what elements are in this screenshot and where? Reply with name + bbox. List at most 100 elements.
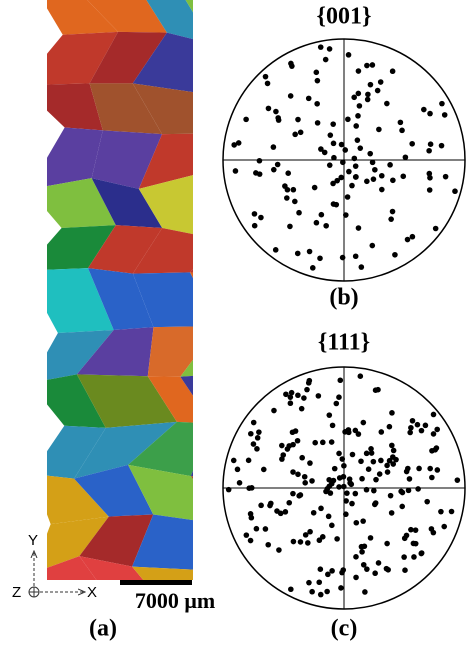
pole-point — [329, 439, 335, 445]
pole-point — [370, 62, 376, 68]
pole-point — [419, 550, 425, 556]
pole-point — [378, 429, 384, 435]
pole-point — [407, 476, 413, 482]
pole-point — [367, 151, 373, 157]
pole-point — [423, 423, 429, 429]
pole-point — [226, 487, 232, 493]
pole-point — [372, 570, 378, 576]
axis-x: X — [87, 584, 97, 601]
pole-point — [293, 428, 299, 434]
pole-point — [365, 97, 371, 103]
pole-point — [398, 120, 404, 126]
pole-point — [273, 247, 279, 253]
pole-point — [314, 70, 320, 76]
pole-point — [372, 167, 378, 173]
pole-point — [390, 68, 396, 74]
axis-z: Z — [12, 584, 21, 601]
pole-point — [295, 438, 301, 444]
pole-point — [371, 176, 377, 182]
pole-point — [353, 123, 359, 129]
pole-point — [295, 117, 301, 123]
pole-point — [316, 579, 322, 585]
pole-point — [257, 171, 263, 177]
pole-point — [384, 541, 390, 547]
pole-point — [334, 401, 340, 407]
pole-point — [271, 408, 277, 414]
pole-point — [365, 92, 371, 98]
pole-point — [288, 586, 294, 592]
pole-point — [405, 466, 411, 472]
pole-point — [298, 539, 304, 545]
pole-point — [237, 480, 243, 486]
pole-point — [391, 448, 397, 454]
pole-point — [360, 518, 366, 524]
pole-point — [427, 187, 433, 193]
pole-point — [399, 128, 405, 134]
pole-point — [344, 490, 350, 496]
pole-point — [385, 567, 391, 573]
pole-point — [267, 503, 273, 509]
pole-point — [263, 526, 269, 532]
pole-point — [315, 78, 321, 84]
pole-point — [315, 120, 321, 126]
pole-point — [249, 485, 255, 491]
pole-point — [333, 202, 339, 208]
pole-point — [364, 566, 370, 572]
pole-point — [305, 540, 311, 546]
pole-point — [336, 484, 342, 490]
pole-point — [289, 390, 295, 396]
pole-point — [263, 74, 269, 80]
pole-point — [286, 500, 292, 506]
pole-point — [442, 112, 448, 118]
pole-point — [318, 566, 324, 572]
pole-point — [338, 175, 344, 181]
pole-point — [359, 476, 365, 482]
pole-point — [400, 490, 406, 496]
pole-point — [327, 162, 333, 168]
pole-point — [266, 106, 272, 112]
grain — [21, 83, 103, 130]
pole-point — [378, 458, 384, 464]
pole-point — [369, 450, 375, 456]
pole-point — [352, 156, 358, 162]
pole-point — [347, 480, 353, 486]
pole-point — [301, 395, 307, 401]
pole-point — [261, 467, 267, 473]
pole-point — [433, 226, 439, 232]
pole-point — [346, 169, 352, 175]
pole-point — [248, 538, 254, 544]
pole-point — [376, 127, 382, 133]
pole-point — [441, 524, 447, 530]
pole-point — [427, 111, 433, 117]
pole-point — [379, 173, 385, 179]
pole-title: {001} — [317, 4, 372, 30]
pole-point — [310, 265, 316, 271]
pole-point — [332, 466, 338, 472]
pole-point — [314, 220, 320, 226]
pole-point — [295, 251, 301, 257]
pole-point — [343, 511, 349, 517]
pole-point — [346, 430, 352, 436]
pole-point — [340, 159, 346, 165]
pole-point — [389, 410, 395, 416]
pole-point — [419, 428, 425, 434]
pole-point — [323, 489, 329, 495]
pole-point — [249, 515, 255, 521]
pole-point — [356, 431, 362, 437]
pole-point — [318, 44, 324, 50]
pole-point — [338, 585, 344, 591]
pole-point — [331, 141, 337, 147]
pole-point — [231, 458, 237, 464]
pole-point — [280, 452, 286, 458]
pole-point — [317, 255, 323, 261]
pole-point — [341, 484, 347, 490]
pole-figure — [223, 39, 465, 281]
pole-point — [291, 539, 297, 545]
pole-point — [366, 466, 372, 472]
pole-point — [379, 187, 385, 193]
pole-point — [402, 567, 408, 573]
pole-point — [434, 427, 440, 433]
pole-point — [346, 52, 352, 58]
pole-point — [355, 113, 361, 119]
pole-point — [378, 79, 384, 85]
